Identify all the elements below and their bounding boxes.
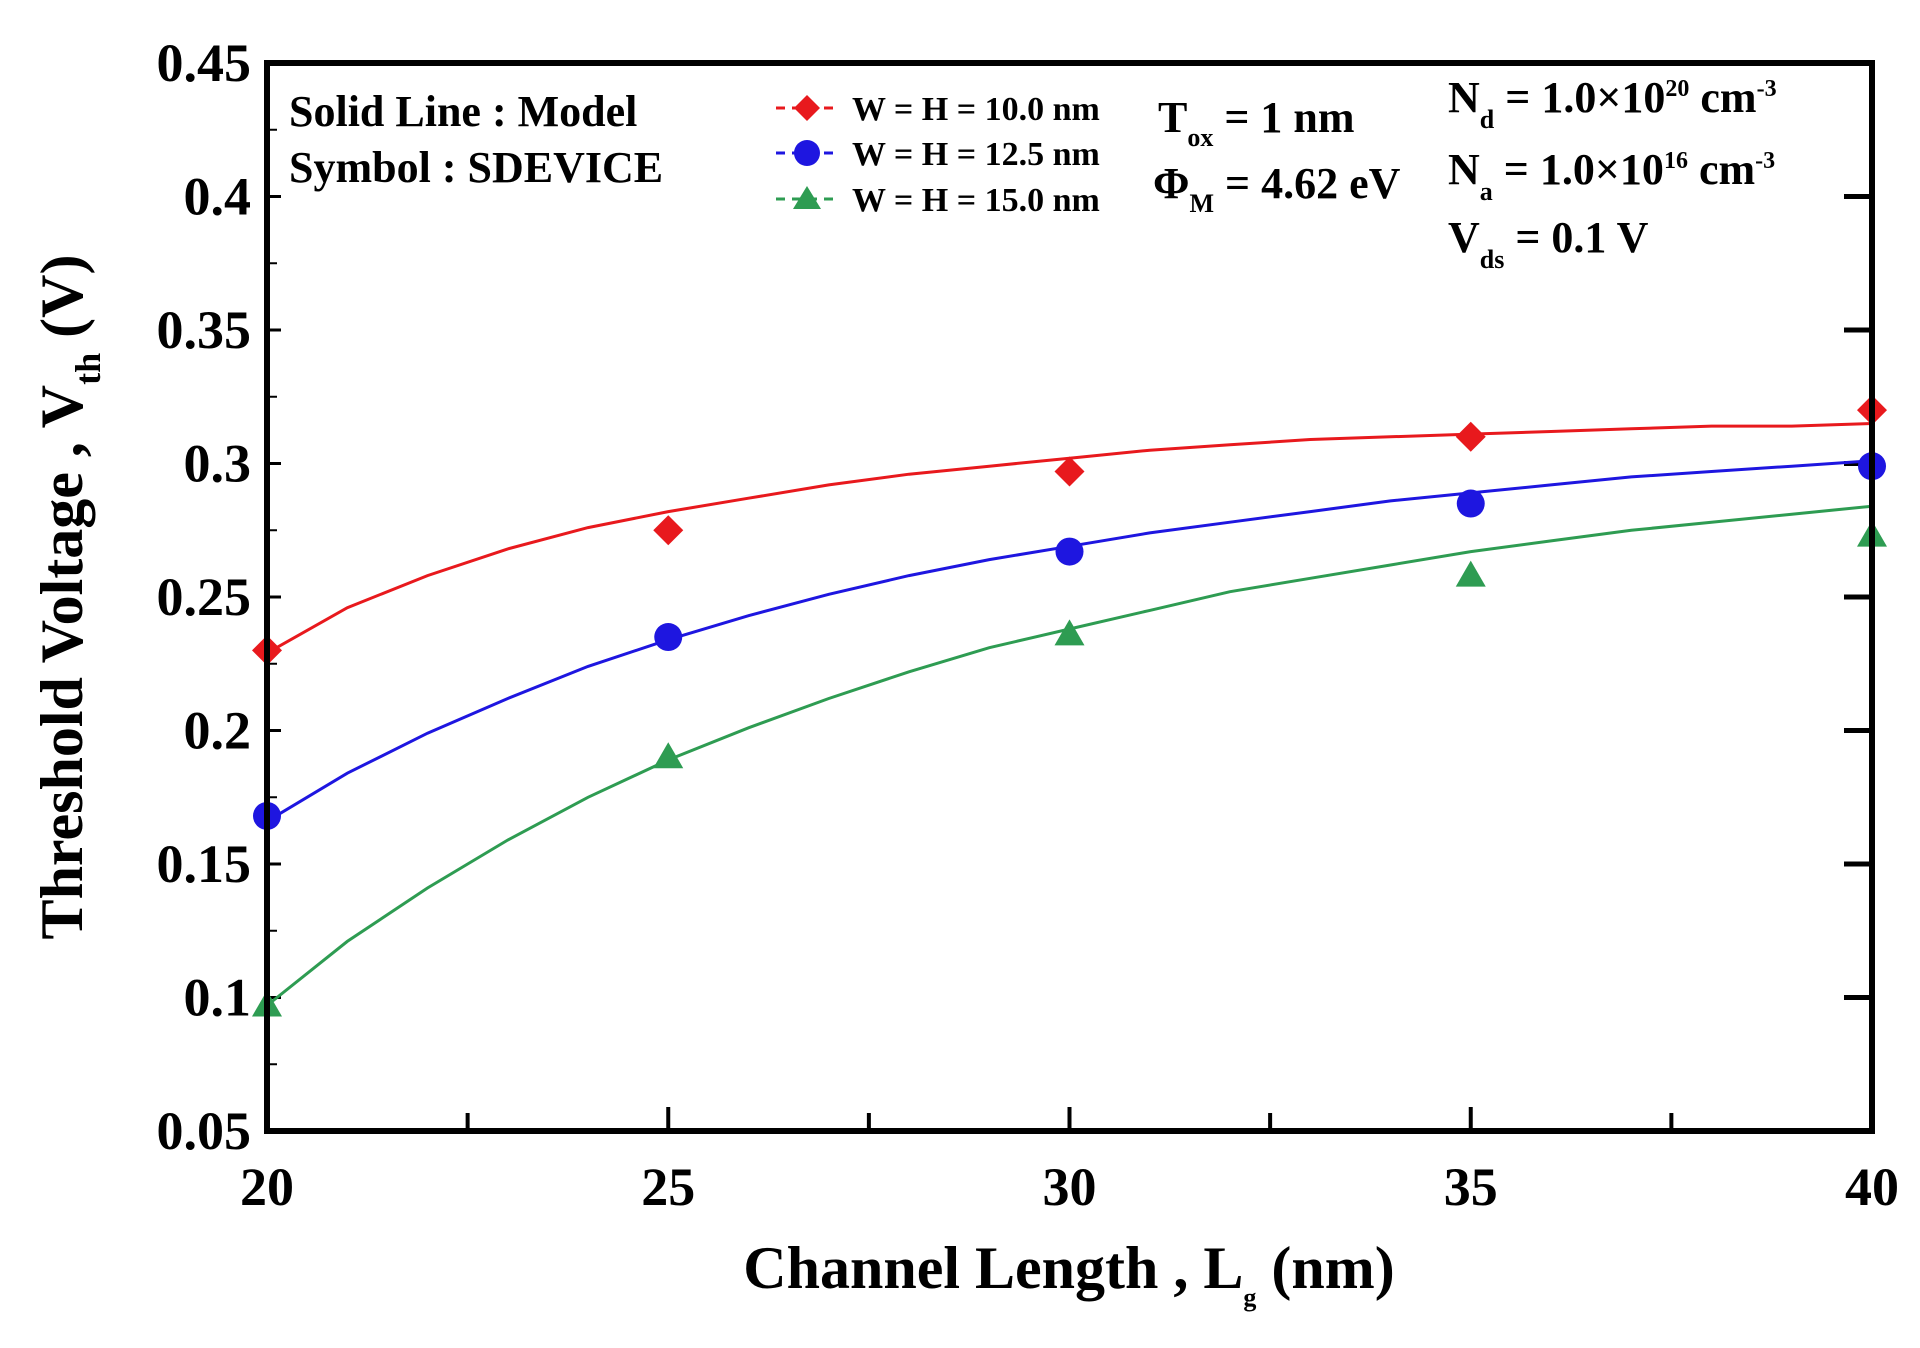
x-tick-label: 30 xyxy=(1043,1157,1097,1217)
vds-annotation: Vds = 0.1 V xyxy=(1448,213,1649,274)
y-tick-label: 0.35 xyxy=(157,300,252,360)
series-1 xyxy=(252,395,1887,666)
plot-frame xyxy=(264,60,1875,1134)
sdevice-point xyxy=(653,742,684,769)
symbol-note: Symbol : SDEVICE xyxy=(289,143,663,192)
sdevice-point xyxy=(1455,560,1486,587)
sdevice-point xyxy=(1455,421,1486,452)
y-tick-label: 0.15 xyxy=(157,834,252,894)
solid-line-note: Solid Line : Model xyxy=(289,87,637,136)
y-tick-label: 0.25 xyxy=(157,567,252,627)
sdevice-point xyxy=(1054,456,1085,487)
legend-label-12-5nm: W = H = 12.5 nm xyxy=(852,136,1100,173)
legend: W = H = 10.0 nm W = H = 12.5 nm W = H = … xyxy=(776,91,1100,219)
series-3 xyxy=(252,504,1887,1017)
phim-annotation: ΦM = 4.62 eV xyxy=(1153,159,1401,218)
legend-label-10nm: W = H = 10.0 nm xyxy=(852,91,1100,128)
sdevice-point xyxy=(653,515,684,546)
sdevice-point xyxy=(1055,537,1084,566)
legend-item-12-5nm: W = H = 12.5 nm xyxy=(776,136,1100,173)
legend-circle-marker xyxy=(794,140,820,166)
model-line xyxy=(266,504,1873,1007)
y-tick-label: 0.1 xyxy=(184,968,252,1028)
y-tick-label: 0.3 xyxy=(184,434,252,494)
y-tick-label: 0.05 xyxy=(157,1101,252,1161)
x-axis-title: Channel Length , Lg (nm) xyxy=(743,1235,1394,1312)
y-tick-label: 0.2 xyxy=(184,701,252,761)
sdevice-point xyxy=(1054,619,1085,646)
sdevice-point xyxy=(654,623,683,652)
y-tick-label: 0.4 xyxy=(184,167,252,227)
legend-item-10nm: W = H = 10.0 nm xyxy=(776,91,1100,128)
x-tick-label: 40 xyxy=(1845,1157,1899,1217)
tox-annotation: Tox = 1 nm xyxy=(1158,93,1355,152)
legend-diamond-marker xyxy=(794,95,820,121)
y-axis-title: Threshold Voltage , Vth (V) xyxy=(29,255,108,940)
x-tick-label: 20 xyxy=(240,1157,294,1217)
y-tick-label: 0.45 xyxy=(157,33,252,93)
sdevice-point xyxy=(1456,489,1485,518)
series-layer xyxy=(252,395,1887,1017)
nd-annotation: Nd = 1.0×1020 cm-3 xyxy=(1448,73,1777,134)
legend-label-15nm: W = H = 15.0 nm xyxy=(852,182,1100,219)
legend-triangle-marker xyxy=(793,186,821,209)
na-annotation: Na = 1.0×1016 cm-3 xyxy=(1448,145,1775,206)
legend-item-15nm: W = H = 15.0 nm xyxy=(776,182,1100,219)
x-tick-label: 25 xyxy=(641,1157,695,1217)
x-tick-label: 35 xyxy=(1444,1157,1498,1217)
axes: 0.05 0.1 0.15 0.2 0.25 0.3 0.35 0.4 0.45 20 25 30 35… xyxy=(157,33,1900,1217)
